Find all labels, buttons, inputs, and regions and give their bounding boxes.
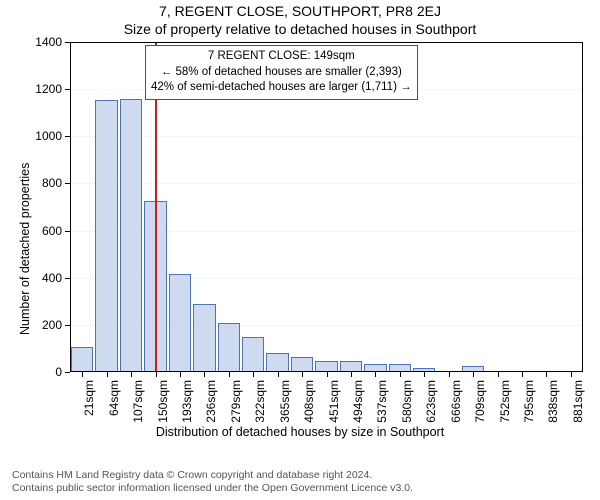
y-tick-label: 1000 [35,129,62,143]
y-tick-mark [65,42,70,43]
x-tick-mark [571,372,572,377]
footer-attribution: Contains HM Land Registry data © Crown c… [12,469,413,496]
y-tick-mark [65,183,70,184]
histogram-bar [389,364,411,372]
y-tick-mark [65,89,70,90]
histogram-bar [242,337,264,372]
x-tick-mark [473,372,474,377]
x-tick-mark [327,372,328,377]
histogram-bar [340,361,362,372]
histogram-bar [71,347,93,372]
histogram-bar [169,274,191,372]
chart-container: { "layout": { "width_px": 600, "height_p… [0,0,600,500]
histogram-bar [95,100,117,372]
histogram-bar [364,364,386,372]
x-tick-label: 150sqm [156,380,170,423]
annotation-line-2: ← 58% of detached houses are smaller (2,… [151,65,412,81]
y-tick-label: 200 [42,318,62,332]
y-tick-mark [65,136,70,137]
x-tick-mark [278,372,279,377]
x-tick-mark [82,372,83,377]
x-tick-label: 537sqm [375,380,389,423]
x-axis-label: Distribution of detached houses by size … [0,425,600,439]
x-tick-label: 666sqm [449,380,463,423]
x-tick-mark [424,372,425,377]
x-tick-label: 752sqm [498,380,512,423]
x-tick-mark [107,372,108,377]
x-tick-label: 795sqm [522,380,536,423]
histogram-bar [266,353,288,372]
x-tick-mark [546,372,547,377]
chart-title: 7, REGENT CLOSE, SOUTHPORT, PR8 2EJ [0,3,600,19]
histogram-bar [291,357,313,372]
y-tick-label: 800 [42,176,62,190]
x-tick-label: 107sqm [131,380,145,423]
x-tick-mark [156,372,157,377]
y-tick-label: 600 [42,224,62,238]
x-tick-label: 193sqm [180,380,194,423]
x-tick-label: 408sqm [302,380,316,423]
x-tick-label: 881sqm [571,380,585,423]
y-tick-mark [65,231,70,232]
histogram-bar [315,361,337,372]
x-tick-mark [253,372,254,377]
x-tick-label: 64sqm [107,380,121,416]
y-tick-label: 400 [42,271,62,285]
footer-line-2: Contains public sector information licen… [12,482,413,496]
histogram-bar [218,323,240,373]
y-tick-label: 1200 [35,82,62,96]
histogram-bar [120,99,142,372]
y-tick-mark [65,278,70,279]
annotation-box: 7 REGENT CLOSE: 149sqm ← 58% of detached… [145,45,418,100]
x-tick-mark [180,372,181,377]
x-tick-mark [498,372,499,377]
x-tick-mark [302,372,303,377]
x-tick-mark [351,372,352,377]
x-tick-label: 623sqm [424,380,438,423]
x-tick-label: 494sqm [351,380,365,423]
chart-subtitle: Size of property relative to detached ho… [0,21,600,37]
y-tick-label: 1400 [35,35,62,49]
x-tick-mark [400,372,401,377]
x-tick-mark [375,372,376,377]
y-tick-mark [65,372,70,373]
x-tick-label: 21sqm [82,380,96,416]
x-tick-label: 451sqm [327,380,341,423]
y-tick-mark [65,325,70,326]
x-tick-label: 236sqm [204,380,218,423]
histogram-bar [193,304,215,372]
plot-area: 0200400600800100012001400 21sqm64sqm107s… [70,42,583,372]
x-tick-mark [522,372,523,377]
x-tick-label: 580sqm [400,380,414,423]
x-tick-label: 279sqm [229,380,243,423]
x-tick-mark [204,372,205,377]
x-tick-label: 322sqm [253,380,267,423]
x-tick-mark [449,372,450,377]
annotation-line-3: 42% of semi-detached houses are larger (… [151,80,412,96]
y-tick-label: 0 [55,365,62,379]
y-axis-label: Number of detached properties [18,163,32,335]
annotation-line-1: 7 REGENT CLOSE: 149sqm [151,49,412,65]
x-tick-label: 838sqm [546,380,560,423]
x-tick-mark [131,372,132,377]
x-tick-mark [229,372,230,377]
x-tick-label: 365sqm [278,380,292,423]
x-tick-label: 709sqm [473,380,487,423]
footer-line-1: Contains HM Land Registry data © Crown c… [12,469,413,483]
